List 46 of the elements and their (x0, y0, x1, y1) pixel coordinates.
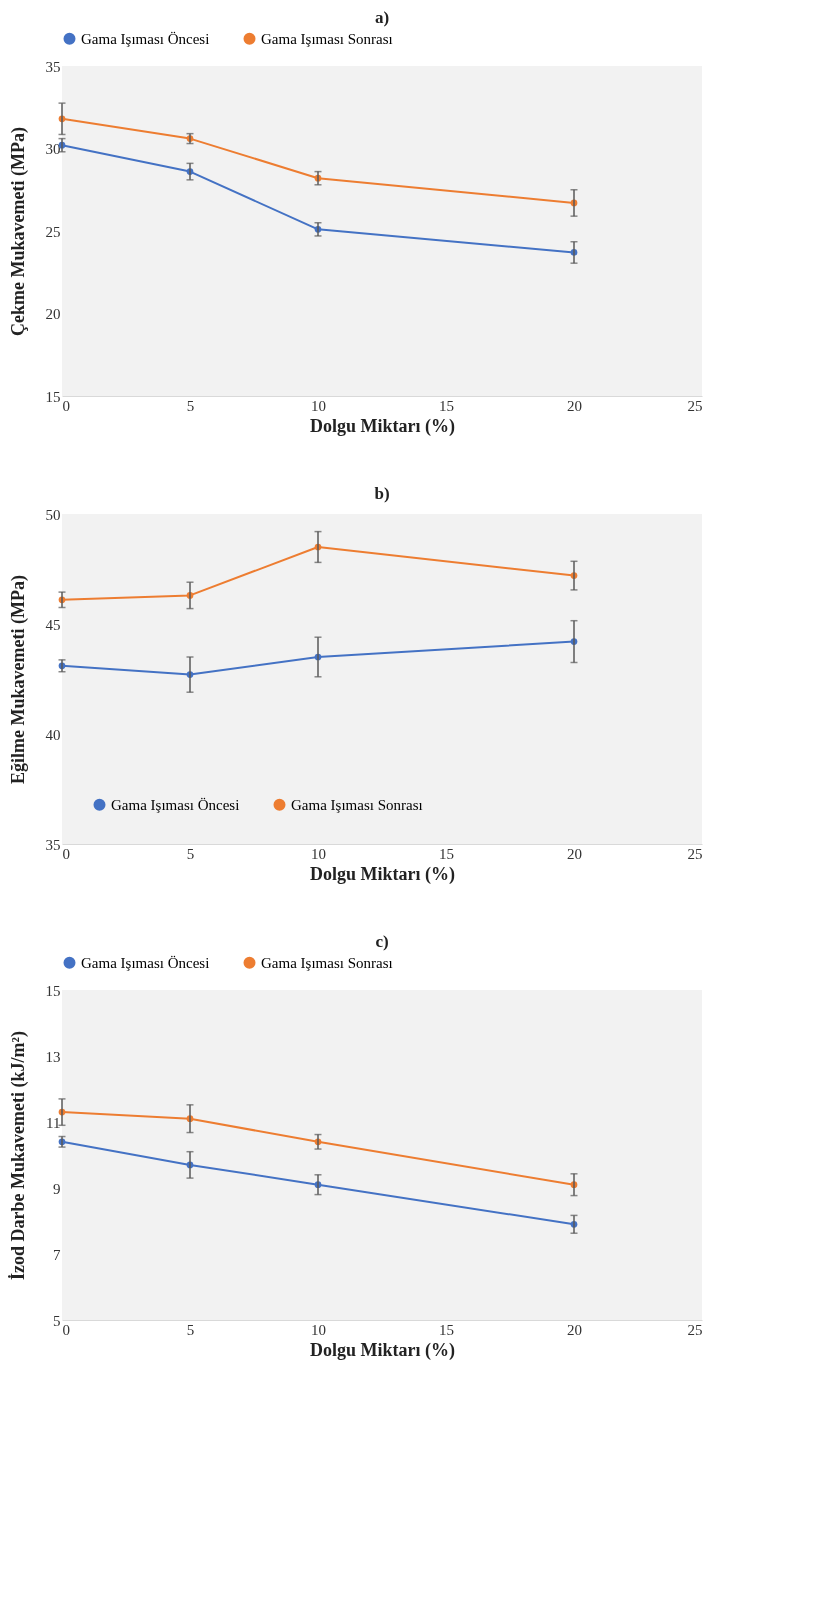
y-tick-label: 20 (45, 306, 61, 322)
x-tick-label: 15 (439, 1321, 454, 1338)
legend-label: Gama Işıması Sonrası (261, 954, 393, 971)
x-tick-label: 15 (439, 845, 454, 862)
y-tick-label: 50 (45, 506, 61, 523)
x-tick-label: 0 (62, 845, 70, 862)
x-axis-title: Dolgu Miktarı (%) (310, 1339, 455, 1361)
y-tick-label: 13 (45, 1048, 61, 1065)
y-tick-label: 45 (45, 616, 61, 633)
x-tick-label: 10 (311, 845, 326, 862)
x-tick-label: 10 (311, 1321, 326, 1338)
y-tick-label: 11 (46, 1114, 61, 1131)
y-tick-label: 35 (45, 836, 61, 853)
x-tick-label: 25 (687, 845, 703, 862)
legend-label: Gama Işıması Öncesi (81, 30, 210, 47)
x-tick-label: 25 (687, 1321, 703, 1338)
x-tick-label: 20 (567, 845, 582, 862)
x-tick-label: 20 (567, 1321, 582, 1338)
legend-label: Gama Işıması Öncesi (81, 954, 210, 971)
y-tick-label: 7 (53, 1246, 61, 1263)
chart-title: b) (374, 484, 390, 503)
chart-title: a) (374, 8, 390, 27)
y-axis-title: Eğilme Mukavemeti (MPa) (7, 575, 29, 784)
x-tick-label: 15 (439, 397, 454, 414)
x-axis-title: Dolgu Miktarı (%) (310, 415, 455, 437)
x-tick-label: 10 (311, 397, 326, 414)
y-tick-label: 35 (45, 58, 61, 75)
x-axis-title: Dolgu Miktarı (%) (310, 863, 455, 885)
legend-label: Gama Işıması Öncesi (111, 796, 240, 813)
y-tick-label: 30 (45, 141, 61, 157)
x-tick-label: 0 (62, 1321, 70, 1338)
y-tick-label: 9 (53, 1180, 61, 1197)
x-tick-label: 25 (687, 397, 703, 414)
x-tick-label: 5 (186, 397, 195, 414)
legend-label: Gama Işıması Sonrası (291, 796, 423, 813)
y-axis-title: İzod Darbe Mukavemeti (kJ/m²) (7, 1031, 29, 1280)
chart-title: c) (375, 932, 389, 951)
x-tick-label: 5 (186, 1321, 195, 1338)
y-tick-label: 15 (45, 982, 61, 999)
legend-label: Gama Işıması Sonrası (261, 30, 393, 47)
x-tick-label: 5 (186, 845, 195, 862)
y-tick-label: 25 (45, 223, 61, 240)
x-tick-label: 0 (62, 397, 70, 414)
x-tick-label: 20 (567, 397, 582, 414)
y-axis-title: Çekme Mukavemeti (MPa) (7, 127, 29, 336)
y-tick-label: 40 (45, 726, 61, 743)
